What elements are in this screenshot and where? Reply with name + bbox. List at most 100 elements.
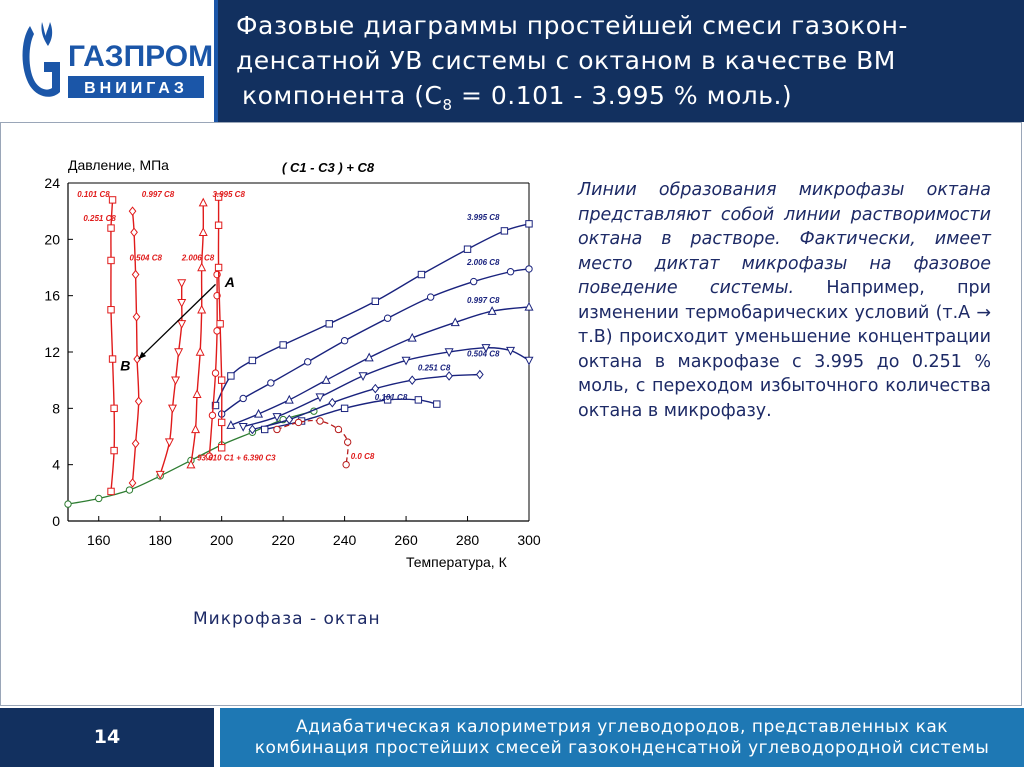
point-label-b: B [120,357,130,373]
micro-curve-3 [190,202,205,465]
x-axis-title: Температура, К [406,554,508,570]
footer-divider [214,708,220,767]
micro-marker-3 [192,389,202,398]
dew-marker-4 [445,371,453,381]
dew-marker-1 [506,268,515,276]
dew-marker-2 [226,420,236,429]
dew-marker-3 [401,356,411,366]
micro-marker-3 [197,262,207,272]
micro-curve-4 [208,274,218,457]
dew-marker-3 [272,413,282,422]
bubble-label: 93.610 C1 + 6.390 C3 [197,453,276,462]
dew-marker-1 [525,265,533,273]
dew-marker-3 [315,393,325,403]
x-tick-label: 160 [87,532,111,548]
title-line-3: компонента (С8 = 0.101 - 3.995 % моль.) [236,78,1010,123]
micro-label-3: 0.997 C8 [142,190,175,199]
micro-marker-0 [110,404,118,413]
dew-curve-3 [243,347,530,428]
micro-marker-0 [107,487,115,496]
page-title: Фазовые диаграммы простейшей смеси газок… [236,8,1010,123]
dew-marker-4 [475,369,484,380]
arrow-head [138,351,147,360]
zero-marker [294,418,303,427]
micro-marker-1 [134,396,143,407]
dew-marker-2 [284,394,294,404]
zero-marker [343,438,352,446]
dew-marker-2 [524,301,534,311]
footer-text: Адиабатическая калориметрия углеводородо… [220,717,1024,759]
point-label-a: A [224,274,235,290]
dew-marker-1 [340,337,349,345]
micro-marker-3 [198,197,208,207]
dew-marker-5 [340,404,349,413]
dew-marker-2 [487,306,497,315]
micro-marker-5 [216,320,224,328]
micro-marker-2 [167,404,178,414]
dew-marker-0 [325,320,333,328]
zero-marker [273,425,281,434]
micro-marker-4 [205,452,214,460]
zero-marker [342,460,350,469]
dew-marker-4 [248,424,257,435]
y-tick-label: 16 [44,288,60,304]
micro-marker-2 [177,320,187,329]
micro-marker-0 [108,196,117,204]
micro-marker-5 [217,418,226,427]
zero-marker [334,425,343,434]
micro-marker-1 [131,269,140,280]
micro-marker-0 [107,224,115,232]
x-tick-label: 240 [333,532,357,548]
dew-marker-1 [239,394,247,403]
dew-marker-2 [407,332,417,342]
dew-label-2: 0.997 C8 [467,296,500,305]
dew-marker-1 [383,314,392,322]
dew-marker-1 [469,277,478,286]
micro-marker-2 [177,299,187,308]
dew-marker-4 [408,375,417,385]
y-tick-label: 20 [44,231,60,247]
micro-marker-0 [108,355,117,363]
dew-marker-5 [260,425,269,434]
footer-bar: 14 Адиабатическая калориметрия углеводор… [0,708,1024,767]
explanation-text: Линии образования микрофазы октана предс… [578,178,991,423]
dew-label-3: 0.504 C8 [467,349,500,358]
footer-line-2: комбинация простейших смесей газоконденс… [254,738,990,758]
dew-marker-5 [414,396,423,404]
micro-marker-1 [132,311,141,322]
dew-curve-5 [264,398,437,431]
dew-marker-5 [433,400,441,408]
micro-marker-2 [171,376,181,386]
micro-marker-5 [217,444,226,452]
y-tick-label: 4 [52,457,60,473]
y-tick-label: 12 [44,344,60,360]
dew-marker-0 [211,401,220,410]
micro-marker-2 [155,470,165,480]
dew-marker-3 [238,422,248,432]
y-axis-title: Давление, МПа [68,157,169,173]
dew-label-1: 2.006 C8 [466,258,500,267]
explanation-italic: Линии образования микрофазы октана предс… [578,180,991,298]
micro-marker-3 [186,459,196,469]
gazprom-logo: ГАЗПРОМ ВНИИГАЗ [0,0,218,122]
micro-marker-2 [177,279,187,289]
micro-marker-1 [128,206,137,216]
zero-label: 0.0 C8 [351,452,375,461]
y-tick-label: 0 [52,513,60,529]
micro-marker-1 [131,438,140,449]
micro-marker-3 [195,346,205,356]
micro-marker-3 [197,304,207,314]
dew-label-4: 0.251 C8 [418,364,451,373]
header-bar: ГАЗПРОМ ВНИИГАЗ Фазовые диаграммы просте… [0,0,1024,122]
dew-marker-1 [304,358,312,366]
dew-marker-2 [321,375,331,384]
bubble-marker [64,500,72,508]
dew-marker-0 [371,297,380,306]
explanation-regular: Например, при изменении термобарических … [578,278,992,421]
micro-marker-2 [174,348,184,358]
x-tick-label: 220 [271,532,295,548]
micro-marker-5 [214,193,223,201]
dew-marker-0 [227,372,235,380]
micro-marker-0 [107,256,115,265]
dew-marker-5 [383,396,392,404]
